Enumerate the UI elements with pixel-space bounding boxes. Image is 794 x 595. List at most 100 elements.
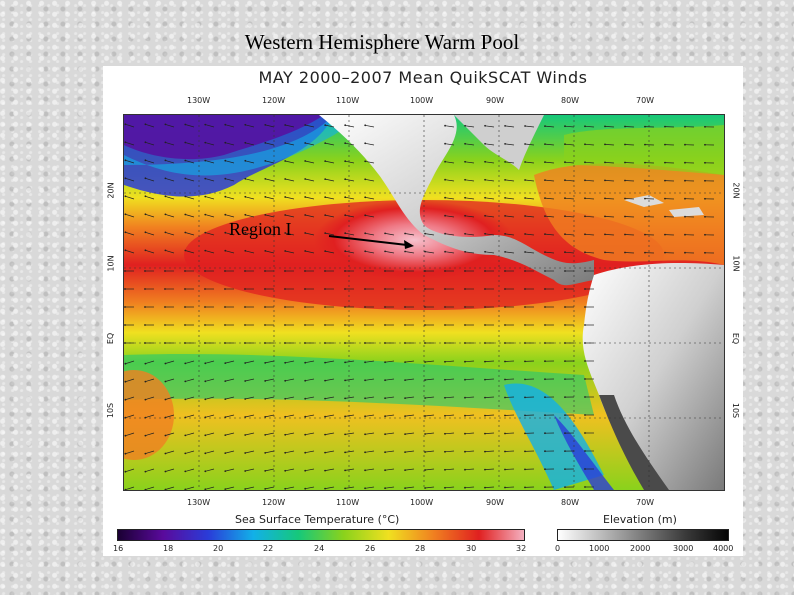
wind-vector (145, 432, 155, 436)
wind-vector-head (184, 141, 187, 144)
wind-vector (145, 141, 155, 146)
wind-vector (145, 177, 155, 182)
wind-vector-head (264, 342, 266, 344)
wind-vector (345, 450, 355, 453)
wind-vector-head (524, 306, 526, 308)
wind-vector (365, 142, 375, 146)
wind-vector-head (564, 486, 566, 488)
wind-vector (345, 432, 355, 435)
wind-vector-head (364, 178, 367, 181)
wind-vector-head (444, 270, 446, 272)
wind-vector-head (144, 231, 147, 234)
wind-vector (365, 360, 375, 363)
wind-vector-head (224, 342, 226, 344)
wind-vector-head (184, 123, 187, 126)
wind-vector-head (344, 342, 346, 344)
wind-vector (165, 142, 175, 146)
wind-vector-head (364, 451, 366, 454)
wind-vector (245, 196, 255, 200)
elevation-colorbar-label: 0 (555, 544, 561, 553)
wind-vector (285, 396, 295, 400)
wind-vector (285, 178, 295, 182)
wind-vector-head (204, 231, 207, 234)
lon-tick-bottom: 110W (336, 498, 360, 507)
wind-vector (465, 233, 475, 236)
wind-vector-head (284, 250, 287, 252)
wind-vector (125, 159, 135, 164)
wind-vector-head (344, 379, 346, 382)
wind-vector (325, 196, 335, 200)
wind-vector-head (384, 250, 386, 253)
wind-vector (525, 161, 535, 164)
wind-vector (584, 251, 595, 254)
wind-vector (504, 450, 515, 452)
wind-vector (485, 251, 495, 254)
sst-colorbar-label: 20 (213, 544, 224, 553)
wind-vector-head (384, 379, 386, 382)
sst-wind-map (123, 114, 725, 491)
wind-vector-head (184, 195, 187, 198)
wind-vector-head (284, 361, 287, 364)
sst-colorbar-label: 18 (163, 544, 174, 553)
wind-vector-head (224, 398, 227, 400)
wind-vector-head (464, 288, 466, 290)
wind-vector-head (604, 233, 606, 236)
wind-vector-head (284, 433, 287, 436)
wind-vector (505, 161, 515, 164)
wind-vector-head (204, 398, 207, 401)
wind-vector (505, 125, 515, 128)
wind-vector-head (524, 251, 526, 253)
wind-vector-head (344, 142, 347, 145)
wind-vector-head (604, 215, 606, 218)
wind-vector-head (384, 469, 386, 472)
wind-vector (624, 126, 635, 128)
wind-vector-head (384, 433, 386, 436)
lat-tick-left: 10S (106, 402, 116, 419)
wind-vector (225, 196, 235, 200)
wind-vector (385, 251, 395, 254)
wind-vector (444, 378, 455, 381)
wind-vector-head (564, 161, 566, 164)
wind-vector-head (284, 288, 286, 290)
wind-vector-head (364, 250, 367, 253)
wind-vector (205, 142, 215, 146)
wind-vector (265, 378, 275, 382)
wind-vector-head (444, 396, 446, 399)
wind-vector-head (284, 451, 287, 454)
wind-vector (345, 124, 355, 128)
wind-vector (345, 196, 355, 200)
wind-vector-head (644, 233, 646, 236)
lat-tick-left: 20N (106, 182, 116, 199)
wind-vector-head (164, 434, 167, 437)
wind-vector-head (524, 414, 526, 417)
wind-vector (405, 251, 415, 254)
wind-vector (145, 159, 155, 164)
wind-vector-head (164, 470, 167, 473)
wind-vector (185, 360, 195, 364)
wind-vector (125, 414, 135, 419)
sst-colorbar (117, 529, 525, 541)
wind-vector-head (524, 432, 526, 435)
wind-vector-head (184, 470, 187, 473)
wind-vector (225, 124, 235, 128)
wind-vector (305, 160, 315, 164)
wind-vector (285, 232, 295, 236)
wind-vector (145, 231, 155, 236)
wind-vector-head (624, 125, 626, 128)
wind-vector-head (444, 450, 446, 453)
wind-vector-head (184, 488, 187, 490)
wind-vector (505, 251, 515, 254)
wind-vector (205, 196, 215, 200)
wind-vector-head (404, 487, 406, 489)
wind-vector (125, 231, 135, 236)
wind-vector-head (404, 288, 406, 290)
wind-vector-head (324, 451, 326, 454)
wind-vector-head (544, 324, 546, 326)
wind-vector-head (184, 249, 187, 252)
wind-vector-head (464, 468, 466, 471)
wind-vector-head (484, 306, 486, 308)
wind-vector-head (184, 213, 187, 216)
lon-tick-top: 90W (486, 96, 505, 105)
wind-vector (245, 178, 255, 182)
wind-vector-head (604, 161, 606, 164)
